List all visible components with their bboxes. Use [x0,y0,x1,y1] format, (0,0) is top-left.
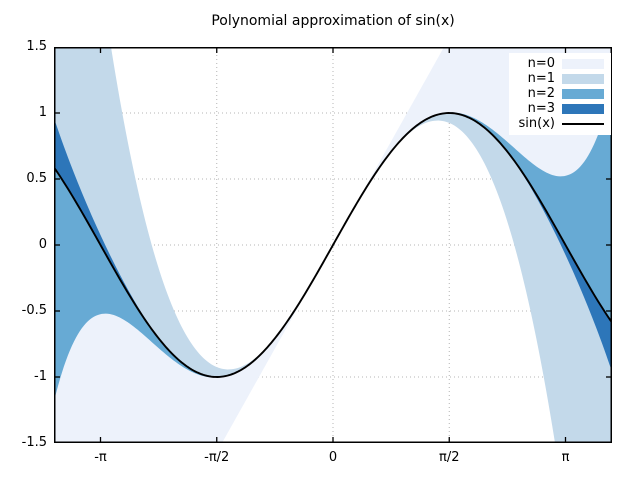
legend: n=0 n=1 n=2 n=3 sin(x) [508,53,611,135]
band-n1 [54,47,612,443]
legend-label: n=3 [527,101,555,116]
x-tick-label: π [561,450,570,465]
legend-swatch-icon [562,103,604,114]
chart-title: Polynomial approximation of sin(x) [211,13,455,29]
legend-line-icon [562,122,604,125]
y-tick-label: 1 [38,105,47,120]
y-tick-label: -0.5 [21,303,47,318]
tick-marks [54,47,612,443]
y-tick-label: -1 [34,369,47,384]
legend-swatch-icon [562,73,604,84]
x-tick-label: 0 [328,450,338,465]
y-axis-tick-labels: 1.5 1 0.5 0 -0.5 -1 -1.5 [0,0,47,480]
legend-label: n=1 [527,71,555,86]
y-tick-label: 0.5 [26,171,47,186]
y-tick-label: 0 [38,237,47,252]
legend-swatch-icon [562,88,604,99]
legend-item: sin(x) [519,116,604,131]
legend-item: n=0 [519,56,604,71]
y-tick-label: 1.5 [26,39,47,54]
legend-label: n=2 [527,86,555,101]
y-tick-label: -1.5 [21,435,47,450]
x-tick-label: -π/2 [204,450,230,465]
x-tick-label: -π [94,450,107,465]
legend-label: n=0 [527,56,555,71]
legend-item: n=1 [519,71,604,86]
legend-label: sin(x) [518,116,555,131]
x-tick-label: π/2 [439,450,460,465]
sin-line [54,112,612,378]
legend-swatch-icon [562,58,604,69]
legend-item: n=2 [519,86,604,101]
legend-item: n=3 [519,101,604,116]
